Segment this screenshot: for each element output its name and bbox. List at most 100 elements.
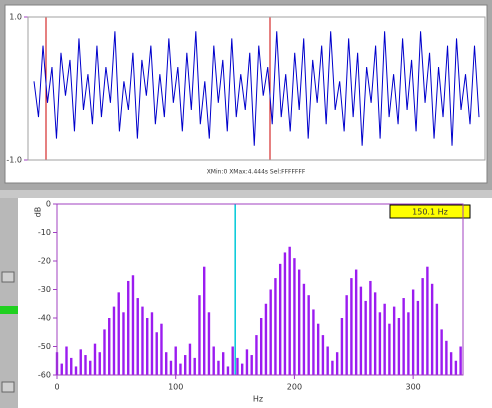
spectrum-bar [364, 300, 367, 375]
spectrum-bar [445, 340, 448, 375]
spectrum-bar [217, 360, 220, 375]
spectrum-bar [373, 292, 377, 375]
spectrum-bar [407, 312, 410, 375]
spectrum-bar [345, 295, 348, 375]
y-tick-label: -30 [38, 285, 51, 294]
spectrum-bar [278, 263, 282, 375]
spectrum-bar [264, 303, 268, 375]
spectrum-bar [65, 346, 68, 375]
spectrum-bar [350, 278, 353, 375]
spectrum-bar [312, 309, 315, 375]
spectrum-bar [165, 352, 168, 375]
spectrum-bar [416, 300, 420, 375]
spectrum-bar [179, 363, 182, 375]
spectrum-bar [326, 346, 329, 375]
spectrum-bar [449, 352, 453, 375]
spectrum-bar [136, 298, 139, 375]
y-tick-label: 0 [46, 200, 51, 209]
y-tick-label: -50 [38, 342, 51, 351]
spectrum-bar [316, 323, 320, 375]
x-tick-label: 200 [287, 383, 302, 392]
spectrum-bar [421, 278, 424, 375]
spectrum-bar [288, 246, 291, 375]
cursor-readout: 150.1 Hz [412, 208, 448, 217]
spectrum-bar [226, 366, 230, 375]
spectrum-bar [203, 266, 206, 375]
spectrum-bar [378, 312, 382, 375]
spectrum-bar [259, 318, 263, 375]
spectrum-bar [302, 283, 306, 375]
side-strip [0, 198, 18, 408]
cursor-readout-box [389, 204, 471, 219]
plot-border [27, 16, 486, 161]
spectrum-bar [122, 312, 125, 375]
spectrum-bar [459, 346, 462, 375]
spectrum-bar [141, 306, 144, 375]
spectrum-bar [426, 266, 429, 375]
spectrum-bar [193, 357, 196, 375]
spectrum-bar [221, 352, 225, 375]
spectrum-bar [103, 329, 106, 375]
spectrum-bar [293, 258, 296, 375]
spectrum-bar [359, 286, 363, 375]
spectrum-bar [146, 318, 149, 375]
spectrum-bar [150, 312, 154, 375]
waveform-footer: XMin:0 XMax:4.444s Sel:FFFFFFF [207, 169, 306, 176]
spectrum-bar [440, 329, 443, 375]
spectrum-bar [236, 357, 239, 375]
side-button[interactable] [1, 271, 15, 283]
spectrum-bar [392, 306, 396, 375]
spectrum-bar [430, 283, 434, 375]
spectrum-panel [18, 198, 492, 408]
spectrum-bar [255, 335, 258, 375]
x-tick-label: 100 [168, 383, 183, 392]
spectrum-bar [402, 298, 405, 375]
spectrum-bar [108, 318, 111, 375]
spectrum-bar [307, 295, 310, 375]
side-button[interactable] [1, 381, 15, 393]
y-axis-label: dB [34, 207, 43, 218]
waveform [33, 31, 480, 146]
spectrum-bar [60, 363, 63, 375]
spectrum-bar [340, 318, 344, 375]
spectrum-bar [231, 346, 234, 375]
y-tick-label: 1.0 [9, 13, 22, 22]
x-tick-label: 300 [405, 383, 420, 392]
spectrum-bar [283, 252, 287, 375]
spectrum-bar [454, 360, 458, 375]
spectrum-bar [184, 355, 187, 375]
spectrum-bar [74, 366, 78, 375]
y-tick-label: -40 [38, 314, 51, 323]
spectrum-bar [79, 349, 82, 375]
spectrum-bar [250, 355, 253, 375]
spectrum-bar [70, 357, 73, 375]
spectrum-bar [435, 303, 439, 375]
spectrum-bar [93, 343, 97, 375]
spectrum-bar [188, 343, 192, 375]
spectrum-bar [397, 318, 401, 375]
spectrum-bar [112, 306, 116, 375]
spectrum-bar [331, 360, 334, 375]
spectrum-bar [297, 269, 301, 375]
spectrum-bar [89, 360, 92, 375]
level-indicator [0, 306, 18, 314]
spectrum-bar [335, 352, 339, 375]
spectrum-bar [383, 303, 386, 375]
y-tick-label: -10 [38, 228, 51, 237]
spectrum-bar [127, 280, 130, 375]
spectrum-bar [198, 295, 201, 375]
y-tick-label: -20 [38, 257, 51, 266]
splitter[interactable] [0, 190, 492, 198]
spectrum-bar [240, 363, 244, 375]
y-tick-label: -60 [38, 371, 51, 380]
spectrum-bar [245, 349, 249, 375]
spectrum-bar [212, 346, 215, 375]
plot-border [56, 203, 464, 376]
spectrum-bar [207, 312, 211, 375]
spectrum-bar [369, 280, 372, 375]
y-tick-label: -1.0 [6, 156, 22, 165]
spectrum-bar [155, 332, 158, 375]
spectrum-bar [174, 346, 177, 375]
spectrum-bar [321, 335, 325, 375]
